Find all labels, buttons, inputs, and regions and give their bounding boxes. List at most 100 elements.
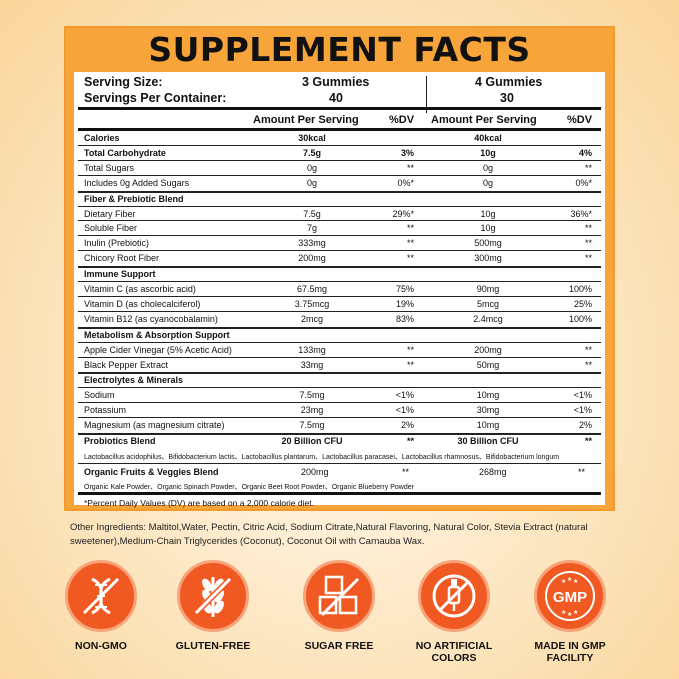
row-divider	[78, 250, 601, 252]
dv-4-gummies: **	[584, 223, 592, 234]
amount-3-gummies: 30kcal	[298, 133, 326, 143]
svg-text:★: ★	[573, 609, 578, 616]
nutrient-name: Fiber & Prebiotic Blend	[84, 193, 184, 204]
amount-4-gummies: 50mg	[476, 359, 500, 370]
sugar-free-label: SUGAR FREE	[304, 640, 374, 652]
other-ingredients: Other Ingredients: Maltitol,Water, Pecti…	[70, 522, 588, 547]
row-divider	[78, 220, 601, 222]
nutrient-name: Sodium	[84, 390, 115, 401]
wheat-crossed-icon	[193, 576, 233, 617]
amount-3-gummies: 0g	[306, 162, 317, 173]
dv-4-gummies: **	[584, 436, 592, 446]
non-gmo-label: NON-GMO	[75, 640, 127, 652]
row-divider	[78, 190, 601, 193]
nutrient-name: Total Sugars	[84, 162, 135, 173]
serving-size-label: Serving Size:	[84, 75, 163, 89]
serving-divider	[78, 107, 601, 110]
dv-3-gummies: 83%	[395, 313, 414, 324]
footnote: *Percent Daily Values (DV) are based on …	[84, 498, 314, 508]
nutrient-name: Black Pepper Extract	[84, 359, 169, 370]
dv-3-gummies: <1%	[395, 405, 414, 416]
amount-3-gummies: 333mg	[298, 238, 326, 249]
dv-3-gummies: **	[406, 436, 414, 446]
nutrient-name: Electrolytes & Minerals	[84, 375, 184, 386]
dv-3-gummies: 29%*	[392, 208, 414, 219]
gluten-free-label: GLUTEN-FREE	[175, 640, 251, 652]
servings-per-container-label: Servings Per Container:	[84, 91, 227, 105]
row-divider	[78, 295, 601, 297]
amount-4-gummies: 30 Billion CFU	[457, 436, 519, 446]
servings-40: 40	[329, 91, 343, 105]
column-divider	[426, 76, 427, 113]
row-divider	[78, 266, 601, 269]
amount-3-gummies: 133mg	[298, 344, 326, 355]
nutrient-name: Chicory Root Fiber	[84, 253, 160, 264]
no-artificial-colors-label: NO ARTIFICIAL COLORS	[415, 640, 493, 664]
footnote-divider	[78, 492, 601, 495]
amount-3-gummies: 7.5g	[303, 208, 321, 219]
amount-3-gummies: 200mg	[298, 253, 326, 264]
dv-3-gummies: **	[406, 359, 414, 370]
nutrient-name: Soluble Fiber	[84, 223, 138, 234]
dv-4-gummies: **	[584, 238, 592, 249]
dv-4-gummies: **	[584, 344, 592, 355]
amount-3-gummies: 20 Billion CFU	[281, 436, 343, 446]
nutrient-name: Potassium	[84, 405, 127, 416]
dv-3-gummies: **	[406, 223, 414, 234]
dv-4-gummies: **	[584, 162, 592, 173]
dv-4-gummies: 4%	[578, 147, 592, 158]
dv-4-gummies: <1%	[573, 405, 592, 416]
amount-4-gummies: 5mcg	[476, 298, 499, 309]
amount-3-gummies: 7g	[306, 223, 317, 234]
amount-4-gummies: 10g	[480, 147, 496, 158]
nutrient-name: Vitamin C (as ascorbic acid)	[84, 284, 196, 294]
dv-3-gummies: **	[406, 162, 414, 173]
svg-text:★: ★	[567, 576, 572, 583]
amount-3-gummies: 7.5mg	[299, 420, 325, 431]
amount-4-gummies: 10g	[480, 223, 496, 234]
amount-4-gummies: 30mg	[476, 405, 500, 416]
row-divider	[78, 281, 601, 282]
amount-4-gummies: 0g	[482, 162, 493, 173]
row-divider	[78, 235, 601, 237]
dv-4-gummies: 100%	[568, 284, 592, 294]
row-divider	[78, 402, 601, 404]
row-divider	[78, 144, 601, 146]
dv-4-gummies: 36%*	[570, 208, 592, 219]
row-divider	[78, 159, 601, 161]
amount-3-gummies: 7.5mg	[299, 390, 325, 401]
row-divider	[78, 417, 601, 419]
non-gmo-badge	[65, 560, 137, 632]
nutrient-name: Total Carbohydrate	[84, 147, 166, 158]
nutrient-name: Includes 0g Added Sugars	[84, 177, 190, 188]
amount-4-gummies: 200mg	[474, 344, 502, 355]
veggie-amount-1: 200mg	[301, 467, 329, 477]
gmp-facility-label: MADE IN GMP FACILITY	[534, 640, 606, 664]
row-divider	[78, 341, 601, 343]
dna-crossed-icon	[82, 577, 120, 615]
row-divider	[78, 174, 601, 176]
supplement-facts-table: Serving Size: Servings Per Container: 3 …	[74, 72, 605, 508]
amount-3-gummies: 2mcg	[300, 313, 323, 324]
dv-4-gummies: 25%	[573, 298, 592, 309]
gmp-badge: ★ ★ ★ GMP ★ ★ ★	[534, 560, 606, 632]
svg-text:★: ★	[561, 578, 566, 585]
dv-4-gummies: **	[584, 359, 592, 370]
dv-4-gummies: 0%*	[575, 177, 592, 188]
dropper-crossed-icon	[432, 574, 476, 618]
row-divider	[78, 356, 601, 358]
amount-4-gummies: 300mg	[474, 253, 502, 264]
nutrient-name: Metabolism & Absorption Support	[84, 329, 230, 340]
amount-header-1: Amount Per Serving	[253, 114, 359, 126]
dv-3-gummies: 0%*	[397, 177, 414, 188]
amount-4-gummies: 10g	[480, 208, 496, 219]
dv-4-gummies: **	[584, 253, 592, 264]
amount-4-gummies: 10mg	[476, 420, 500, 431]
row-divider	[78, 463, 601, 464]
amount-4-gummies: 10mg	[476, 390, 500, 401]
no-artificial-colors-badge	[418, 560, 490, 632]
amount-3-gummies: 67.5mg	[296, 284, 328, 294]
sugar-free-badge	[303, 560, 375, 632]
nutrient-name: Calories	[84, 133, 120, 143]
svg-text:★: ★	[573, 578, 578, 585]
